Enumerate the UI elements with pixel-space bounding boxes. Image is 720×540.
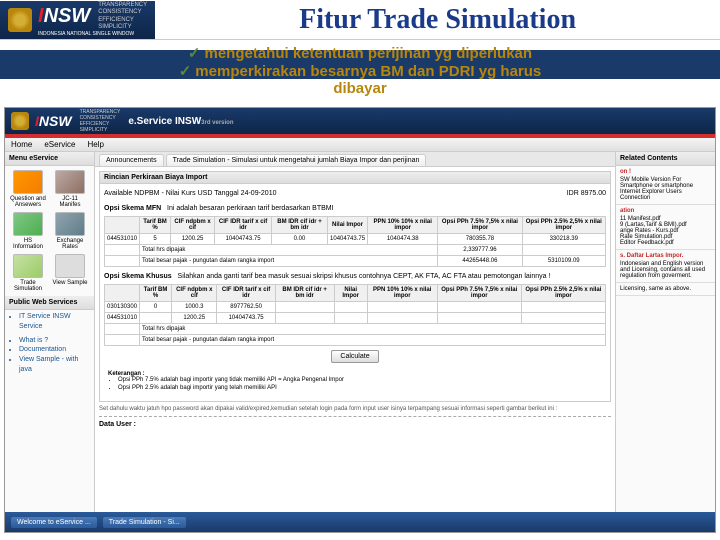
table-mfn: Tarif BM %CIF ndpbm x cifCIF IDR tarif x… [104,216,606,267]
money-icon [55,212,85,236]
menubar: Home eService Help [5,138,715,152]
app-window: INSW TRANSPARENCYCONSISTENCY EFFICIENCYS… [4,107,716,533]
chart-icon [13,212,43,236]
menu-help[interactable]: Help [87,140,103,149]
table-row: 04453101051200.2510404743.750.0010404743… [105,234,606,245]
main-content: Announcements Trade Simulation - Simulas… [95,152,615,512]
app-header: INSW TRANSPARENCYCONSISTENCY EFFICIENCYS… [5,108,715,134]
table-row: 03013030001000.38977762.50 [105,302,606,313]
menu-home[interactable]: Home [11,140,32,149]
emblem-icon [8,8,32,32]
sidebar-item-hs[interactable]: HS Information [9,212,47,250]
sidebar-link[interactable]: What is ? [19,336,88,346]
table-row: Total hrs dipajak [105,324,606,335]
emblem-icon [11,112,29,130]
sample-icon [55,254,85,278]
kurs-label: Available NDPBM - Nilai Kurs USD Tanggal… [104,190,277,197]
kurs-value: IDR 8975.00 [567,190,606,197]
sidebar-item-sample[interactable]: View Sample [51,254,89,292]
sidebar-item-manifes[interactable]: JC-11 Manifes [51,170,89,208]
calculate-button[interactable]: Calculate [331,350,378,363]
note-item: Opsi PPh 2.5% adalah bagi importir yang … [118,385,602,393]
taskbar: Welcome to eService ... Trade Simulation… [5,512,715,532]
sidebar-link[interactable]: Documentation [19,345,88,355]
taskbar-button[interactable]: Trade Simulation - Si... [103,517,186,528]
table-row: Total besar pajak - pungutan dalam rangk… [105,256,606,267]
sidebar-link[interactable]: View Sample - with java [19,355,88,375]
brand-logo: INSW TRANSPARENCYCONSISTENCY EFFICIENCYS… [0,1,155,39]
sidebar: Menu eService Question and Ansewers JC-1… [5,152,95,512]
note-item: Opsi PPh 7.5% adalah bagi importir yang … [118,377,602,385]
table-row: 0445310101200.2510404743.75 [105,313,606,324]
sidebar-section: Menu eService [5,152,94,166]
table-row: Total besar pajak - pungutan dalam rangk… [105,335,606,346]
sidebar-item-rates[interactable]: Exchange Rates [51,212,89,250]
sidebar-item-trade[interactable]: Trade Simulation [9,254,47,292]
taskbar-button[interactable]: Welcome to eService ... [11,517,97,528]
subtitle: ✓mengetahui ketentuan perijinan yg diper… [0,40,720,105]
qa-icon [13,170,43,194]
calculator-icon [13,254,43,278]
doc-link[interactable]: Editor Feedback.pdf [620,240,711,246]
sidebar-item-qa[interactable]: Question and Ansewers [9,170,47,208]
box-icon [55,170,85,194]
sidebar-link[interactable]: IT Service INSW Service [19,312,88,332]
help-text: Set dahulu waktu jatuh hpo password akan… [99,406,611,412]
table-row: Total hrs dipajak2,339777.96 [105,245,606,256]
right-sidebar: Related Contents on !SW Mobile Version F… [615,152,715,512]
data-user-label: Data User : [99,421,136,428]
table-khusus: Tarif BM %CIF ndpbm x cifCIF IDR tarif x… [104,284,606,346]
menu-eservice[interactable]: eService [44,140,75,149]
tab-trade-sim[interactable]: Trade Simulation - Simulasi untuk menget… [166,154,427,166]
panel-title: Rincian Perkiraan Biaya Import [100,172,610,184]
tab-announcements[interactable]: Announcements [99,154,164,166]
slide-title: Fitur Trade Simulation [155,4,720,36]
sidebar-section: Public Web Services [5,296,94,310]
